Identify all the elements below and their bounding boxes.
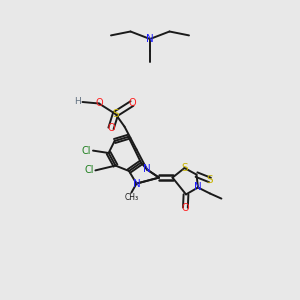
Text: O: O [95, 98, 103, 109]
Text: S: S [112, 109, 119, 119]
Text: S: S [181, 163, 188, 173]
Text: S: S [207, 175, 213, 185]
Text: N: N [194, 182, 202, 193]
Text: Cl: Cl [84, 165, 94, 176]
Text: Cl: Cl [82, 146, 92, 156]
Text: O: O [128, 98, 136, 109]
Text: N: N [143, 164, 151, 175]
Text: N: N [146, 34, 154, 44]
Text: N: N [133, 178, 140, 189]
Text: CH₃: CH₃ [124, 194, 139, 202]
Text: H: H [74, 98, 81, 106]
Text: O: O [182, 202, 189, 213]
Text: O: O [107, 123, 115, 134]
